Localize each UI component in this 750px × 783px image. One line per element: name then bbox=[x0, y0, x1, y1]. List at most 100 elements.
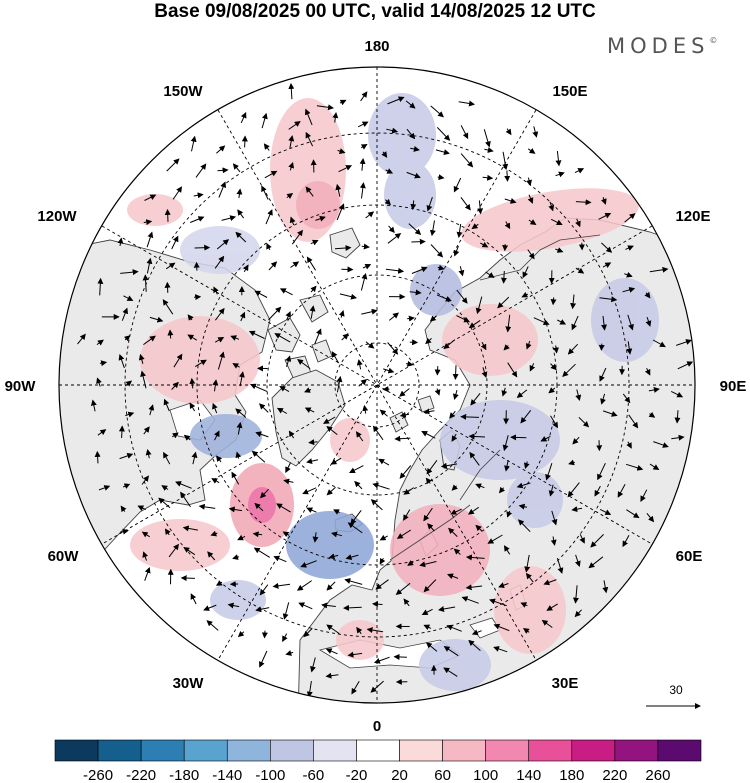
wind-arrow bbox=[501, 387, 508, 397]
wind-arrow bbox=[253, 547, 271, 558]
wind-arrow bbox=[575, 218, 581, 228]
anomaly-positive bbox=[330, 418, 370, 462]
colorbar-swatch bbox=[356, 739, 400, 762]
wind-arrow bbox=[180, 491, 191, 508]
wind-arrow bbox=[276, 407, 288, 414]
wind-arrow bbox=[465, 554, 485, 561]
colorbar-tick-label: -180 bbox=[169, 767, 199, 783]
wind-arrow bbox=[540, 435, 551, 442]
wind-arrow bbox=[330, 457, 342, 465]
wind-arrow bbox=[141, 531, 150, 538]
colorbar-tick-label: -20 bbox=[346, 767, 368, 783]
wind-arrow bbox=[555, 150, 562, 167]
wind-arrow bbox=[622, 393, 631, 404]
wind-arrow bbox=[527, 194, 534, 204]
lon-label-30E: 30E bbox=[552, 675, 579, 692]
colorbar-tick-label: 220 bbox=[602, 767, 627, 783]
wind-arrow bbox=[453, 177, 462, 193]
wind-arrow bbox=[326, 425, 338, 435]
meridian bbox=[101, 225, 653, 545]
anomaly-negative bbox=[384, 161, 436, 229]
wind-arrow bbox=[458, 100, 475, 107]
wind-arrow bbox=[467, 506, 479, 515]
wind-arrow bbox=[90, 399, 97, 412]
wind-arrow bbox=[450, 508, 462, 515]
wind-arrow bbox=[548, 484, 555, 497]
lon-label-60E: 60E bbox=[676, 548, 703, 565]
wind-arrow bbox=[602, 262, 612, 268]
wind-arrow bbox=[571, 315, 579, 331]
wind-arrow bbox=[396, 529, 412, 539]
wind-arrow bbox=[227, 602, 240, 609]
wind-arrow bbox=[146, 257, 153, 274]
wind-arrow bbox=[261, 630, 268, 639]
wind-arrow bbox=[388, 312, 399, 321]
wind-arrow bbox=[166, 158, 180, 172]
colorbar-tick-label: -100 bbox=[255, 767, 285, 783]
wind-arrow bbox=[341, 333, 349, 341]
wind-arrow bbox=[285, 355, 292, 368]
wind-arrow bbox=[180, 575, 195, 582]
wind-arrow bbox=[306, 507, 317, 513]
wind-arrow bbox=[423, 507, 433, 522]
wind-arrow bbox=[449, 410, 456, 419]
wind-arrow bbox=[296, 580, 312, 591]
wind-arrow bbox=[624, 271, 633, 278]
wind-arrow bbox=[393, 653, 407, 660]
wind-arrow bbox=[653, 441, 669, 448]
lon-label-150W: 150W bbox=[163, 83, 203, 100]
anomaly-positive bbox=[442, 304, 538, 376]
wind-arrow bbox=[338, 165, 353, 173]
wind-arrow bbox=[522, 266, 529, 279]
wind-arrow bbox=[265, 209, 273, 225]
anomaly-negative bbox=[440, 400, 560, 480]
wind-arrow bbox=[572, 585, 579, 604]
wind-arrow bbox=[285, 462, 292, 473]
wind-arrow bbox=[298, 602, 313, 610]
wind-arrow bbox=[468, 433, 486, 440]
lon-label-0: 0 bbox=[373, 718, 381, 735]
wind-arrow bbox=[383, 367, 395, 374]
wind-arrow bbox=[145, 449, 152, 459]
wind-arrow bbox=[624, 213, 636, 223]
wind-arrow bbox=[356, 359, 363, 370]
wind-arrow bbox=[487, 534, 503, 544]
wind-arrow bbox=[517, 519, 531, 533]
wind-arrow bbox=[99, 360, 108, 367]
wind-arrow bbox=[452, 389, 459, 400]
wind-arrow bbox=[379, 534, 388, 541]
wind-arrow bbox=[527, 147, 536, 154]
wind-arrow bbox=[214, 255, 225, 269]
wind-arrow bbox=[146, 231, 154, 248]
wind-arrow bbox=[507, 362, 518, 378]
wind-arrow bbox=[161, 485, 169, 491]
wind-arrow bbox=[626, 441, 632, 449]
wind-arrow bbox=[411, 238, 426, 245]
wind-arrow bbox=[168, 543, 179, 558]
wind-arrow bbox=[144, 566, 151, 581]
wind-arrow bbox=[339, 293, 357, 300]
wind-arrow bbox=[344, 578, 363, 585]
wind-arrow bbox=[366, 627, 384, 634]
wind-arrow bbox=[215, 580, 223, 586]
wind-arrow bbox=[325, 648, 338, 655]
wind-arrow bbox=[572, 436, 580, 445]
wind-arrow bbox=[532, 126, 539, 138]
wind-arrow bbox=[328, 553, 339, 560]
wind-arrow bbox=[306, 458, 319, 465]
wind-arrow bbox=[599, 367, 607, 382]
wind-arrow bbox=[456, 315, 471, 323]
wind-arrow bbox=[308, 439, 318, 446]
wind-arrow bbox=[671, 434, 685, 441]
wind-arrow bbox=[138, 353, 145, 364]
colorbar-tick-label: 140 bbox=[516, 767, 541, 783]
wind-arrow bbox=[306, 256, 317, 271]
wind-arrow bbox=[171, 381, 179, 390]
lon-label-180: 180 bbox=[364, 38, 389, 55]
wind-arrow bbox=[333, 509, 340, 515]
colorbar-swatch bbox=[657, 739, 702, 762]
coastline bbox=[479, 234, 601, 281]
wind-arrow bbox=[570, 294, 577, 310]
